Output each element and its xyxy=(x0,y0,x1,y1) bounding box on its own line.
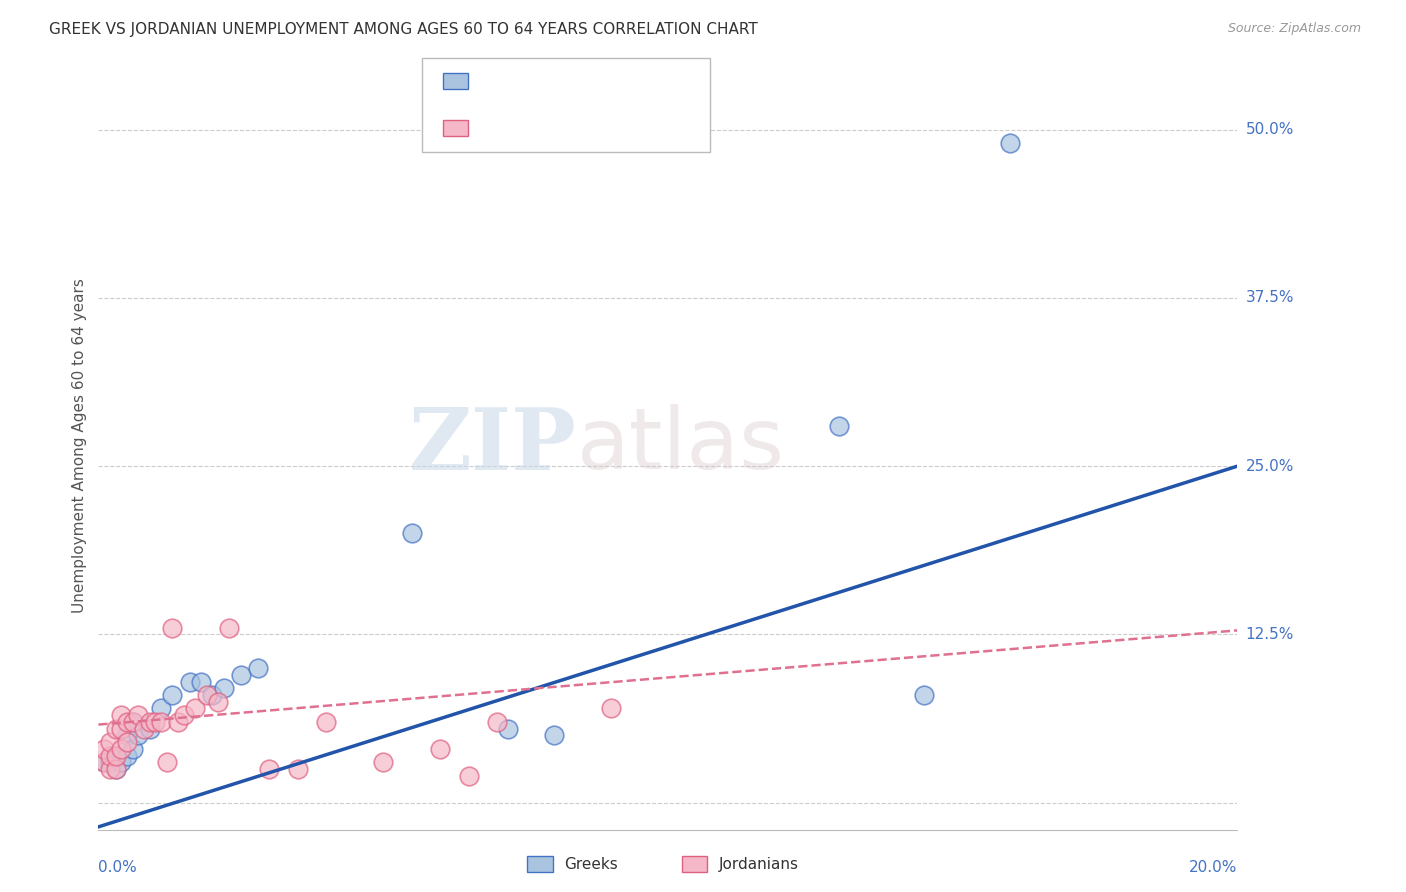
Point xyxy=(110,708,132,723)
Text: Source: ZipAtlas.com: Source: ZipAtlas.com xyxy=(1227,22,1361,36)
Text: R = 0.103: R = 0.103 xyxy=(482,121,558,136)
Point xyxy=(145,714,167,729)
Text: Jordanians: Jordanians xyxy=(718,857,799,871)
Point xyxy=(138,714,160,729)
Point xyxy=(93,741,115,756)
Point xyxy=(104,762,127,776)
Point xyxy=(104,748,127,763)
Text: R = 0.594: R = 0.594 xyxy=(482,74,558,88)
Point xyxy=(429,741,451,756)
Point xyxy=(401,526,423,541)
Point xyxy=(150,701,173,715)
Text: GREEK VS JORDANIAN UNEMPLOYMENT AMONG AGES 60 TO 64 YEARS CORRELATION CHART: GREEK VS JORDANIAN UNEMPLOYMENT AMONG AG… xyxy=(49,22,758,37)
Point xyxy=(184,701,207,715)
Point xyxy=(110,756,132,770)
Point xyxy=(104,748,127,763)
Point xyxy=(218,621,240,635)
Point xyxy=(93,756,115,770)
Point xyxy=(457,769,479,783)
Point xyxy=(259,762,281,776)
Point xyxy=(179,674,201,689)
Point xyxy=(287,762,309,776)
Point xyxy=(195,688,218,702)
Point xyxy=(207,695,229,709)
Point xyxy=(138,722,160,736)
Point xyxy=(373,756,395,770)
Point xyxy=(110,722,132,736)
Text: Greeks: Greeks xyxy=(564,857,617,871)
Point xyxy=(115,728,138,742)
Point xyxy=(98,735,121,749)
Point xyxy=(115,714,138,729)
Text: 12.5%: 12.5% xyxy=(1246,627,1294,642)
Point xyxy=(156,756,179,770)
Text: 0.0%: 0.0% xyxy=(98,860,138,875)
Text: 37.5%: 37.5% xyxy=(1246,291,1294,305)
Point xyxy=(201,688,224,702)
Point xyxy=(104,722,127,736)
Text: 25.0%: 25.0% xyxy=(1246,458,1294,474)
Point xyxy=(543,728,565,742)
Text: ZIP: ZIP xyxy=(409,404,576,488)
Text: N = 25: N = 25 xyxy=(578,74,636,88)
Point xyxy=(127,708,149,723)
Point xyxy=(121,714,143,729)
Point xyxy=(167,714,190,729)
Point xyxy=(600,701,623,715)
Text: N = 35: N = 35 xyxy=(578,121,636,136)
Y-axis label: Unemployment Among Ages 60 to 64 years: Unemployment Among Ages 60 to 64 years xyxy=(72,278,87,614)
Text: 20.0%: 20.0% xyxy=(1189,860,1237,875)
Point xyxy=(212,681,235,696)
Point xyxy=(246,661,269,675)
Point xyxy=(115,748,138,763)
Point xyxy=(912,688,935,702)
Point xyxy=(498,722,520,736)
Text: atlas: atlas xyxy=(576,404,785,488)
Point xyxy=(828,418,851,433)
Point xyxy=(110,741,132,756)
Point xyxy=(98,756,121,770)
Point xyxy=(150,714,173,729)
Point xyxy=(190,674,212,689)
Point xyxy=(104,762,127,776)
Point xyxy=(229,667,252,681)
Point xyxy=(315,714,337,729)
Point xyxy=(998,136,1021,151)
Point xyxy=(121,741,143,756)
Point xyxy=(162,688,184,702)
Point xyxy=(93,756,115,770)
Point xyxy=(486,714,509,729)
Point xyxy=(98,748,121,763)
Text: 50.0%: 50.0% xyxy=(1246,122,1294,137)
Point xyxy=(98,762,121,776)
Point xyxy=(121,714,143,729)
Point xyxy=(162,621,184,635)
Point xyxy=(127,728,149,742)
Point xyxy=(132,722,155,736)
Point xyxy=(173,708,195,723)
Point xyxy=(115,735,138,749)
